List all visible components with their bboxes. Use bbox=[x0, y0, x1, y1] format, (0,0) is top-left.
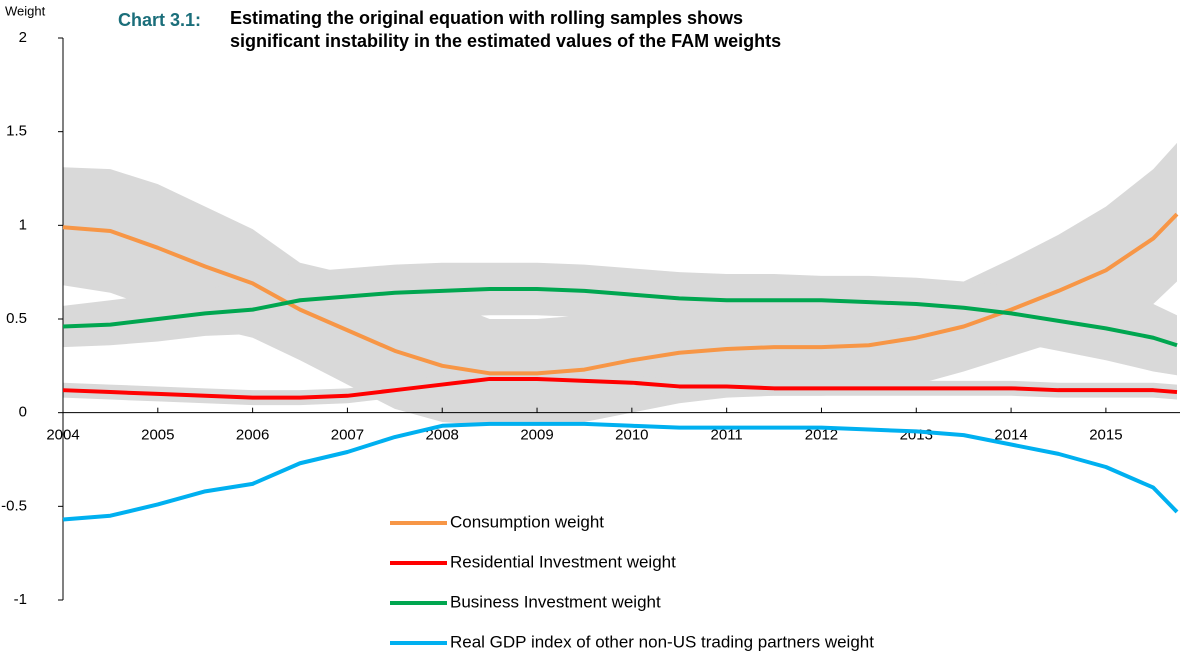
x-tick-label: 2015 bbox=[1089, 427, 1122, 444]
y-tick-label: 2 bbox=[19, 29, 27, 46]
chart-title: significant instability in the estimated… bbox=[230, 31, 781, 51]
legend-label: Consumption weight bbox=[450, 512, 604, 531]
y-tick-label: 1 bbox=[19, 216, 27, 233]
line bbox=[62, 421, 1179, 522]
chart-title: Estimating the original equation with ro… bbox=[230, 8, 743, 28]
chart-title-label: Chart 3.1: bbox=[118, 10, 201, 30]
line bbox=[62, 376, 1178, 400]
x-tick-label: 2004 bbox=[46, 427, 79, 444]
legend-label: Business Investment weight bbox=[450, 592, 661, 611]
line bbox=[62, 287, 1178, 348]
x-tick-label: 2006 bbox=[236, 427, 269, 444]
confidence-band bbox=[63, 262, 1177, 376]
y-tick-label: 1.5 bbox=[6, 123, 27, 140]
legend-label: Real GDP index of other non-US trading p… bbox=[450, 632, 874, 651]
legend-label: Residential Investment weight bbox=[450, 552, 676, 571]
x-tick-label: 2008 bbox=[426, 427, 459, 444]
x-tick-label: 2009 bbox=[520, 427, 553, 444]
y-tick-label: -0.5 bbox=[1, 497, 27, 514]
confidence-band bbox=[63, 142, 1177, 426]
x-tick-label: 2005 bbox=[141, 427, 174, 444]
line bbox=[62, 212, 1179, 376]
y-tick-label: 0.5 bbox=[6, 310, 27, 327]
x-tick-label: 2011 bbox=[711, 427, 743, 444]
y-tick-label: 0 bbox=[19, 404, 27, 421]
x-tick-label: 2014 bbox=[994, 427, 1027, 444]
y-axis-label: Weight bbox=[5, 3, 46, 18]
x-tick-label: 2010 bbox=[615, 427, 648, 444]
x-tick-label: 2007 bbox=[331, 427, 364, 444]
x-tick-label: 2012 bbox=[805, 427, 838, 444]
y-tick-label: -1 bbox=[14, 591, 27, 608]
